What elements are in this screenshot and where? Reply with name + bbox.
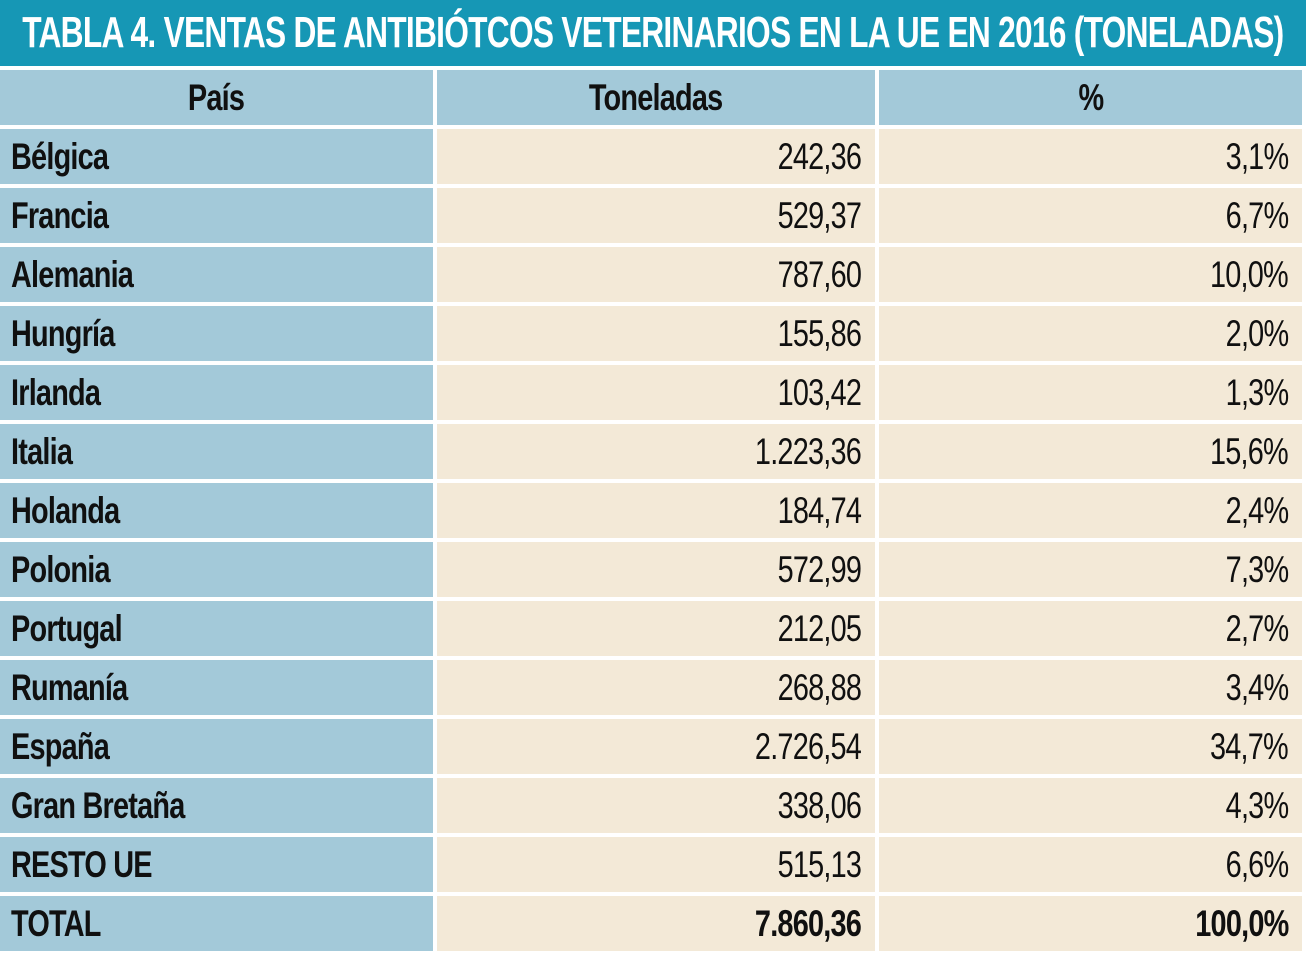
toneladas-cell: 2.726,54	[437, 719, 875, 774]
percent-cell: 2,0%	[879, 306, 1302, 361]
percent-cell: 15,6%	[879, 424, 1302, 479]
percent-cell: 4,3%	[879, 778, 1302, 833]
country-cell: Francia	[0, 188, 433, 243]
country-cell: Italia	[0, 424, 433, 479]
percent-cell: 3,1%	[879, 129, 1302, 184]
percent-cell: 3,4%	[879, 660, 1302, 715]
country-cell: RESTO UE	[0, 837, 433, 892]
country-cell: Holanda	[0, 483, 433, 538]
country-cell: TOTAL	[0, 896, 433, 951]
country-cell: Portugal	[0, 601, 433, 656]
country-cell: Rumanía	[0, 660, 433, 715]
country-cell: Alemania	[0, 247, 433, 302]
toneladas-cell: 515,13	[437, 837, 875, 892]
toneladas-cell: 242,36	[437, 129, 875, 184]
country-cell: Polonia	[0, 542, 433, 597]
column-header-pais: País	[0, 70, 433, 125]
data-table: País Toneladas % Bélgica 242,36 3,1% Fra…	[0, 70, 1306, 953]
percent-cell: 2,4%	[879, 483, 1302, 538]
toneladas-cell: 103,42	[437, 365, 875, 420]
column-header-percent: %	[879, 70, 1302, 125]
toneladas-cell: 184,74	[437, 483, 875, 538]
country-cell: Irlanda	[0, 365, 433, 420]
percent-cell: 1,3%	[879, 365, 1302, 420]
percent-cell: 6,6%	[879, 837, 1302, 892]
percent-cell: 100,0%	[879, 896, 1302, 951]
percent-cell: 6,7%	[879, 188, 1302, 243]
toneladas-cell: 338,06	[437, 778, 875, 833]
toneladas-cell: 529,37	[437, 188, 875, 243]
toneladas-cell: 572,99	[437, 542, 875, 597]
toneladas-cell: 1.223,36	[437, 424, 875, 479]
country-cell: Bélgica	[0, 129, 433, 184]
toneladas-cell: 7.860,36	[437, 896, 875, 951]
percent-cell: 7,3%	[879, 542, 1302, 597]
country-cell: España	[0, 719, 433, 774]
percent-cell: 34,7%	[879, 719, 1302, 774]
table-title-bar: TABLA 4. VENTAS DE ANTIBIÓTCOS VETERINAR…	[0, 0, 1306, 66]
country-cell: Hungría	[0, 306, 433, 361]
percent-cell: 2,7%	[879, 601, 1302, 656]
toneladas-cell: 268,88	[437, 660, 875, 715]
table-title: TABLA 4. VENTAS DE ANTIBIÓTCOS VETERINAR…	[22, 8, 1284, 57]
toneladas-cell: 212,05	[437, 601, 875, 656]
country-cell: Gran Bretaña	[0, 778, 433, 833]
toneladas-cell: 155,86	[437, 306, 875, 361]
column-header-toneladas: Toneladas	[437, 70, 875, 125]
percent-cell: 10,0%	[879, 247, 1302, 302]
toneladas-cell: 787,60	[437, 247, 875, 302]
